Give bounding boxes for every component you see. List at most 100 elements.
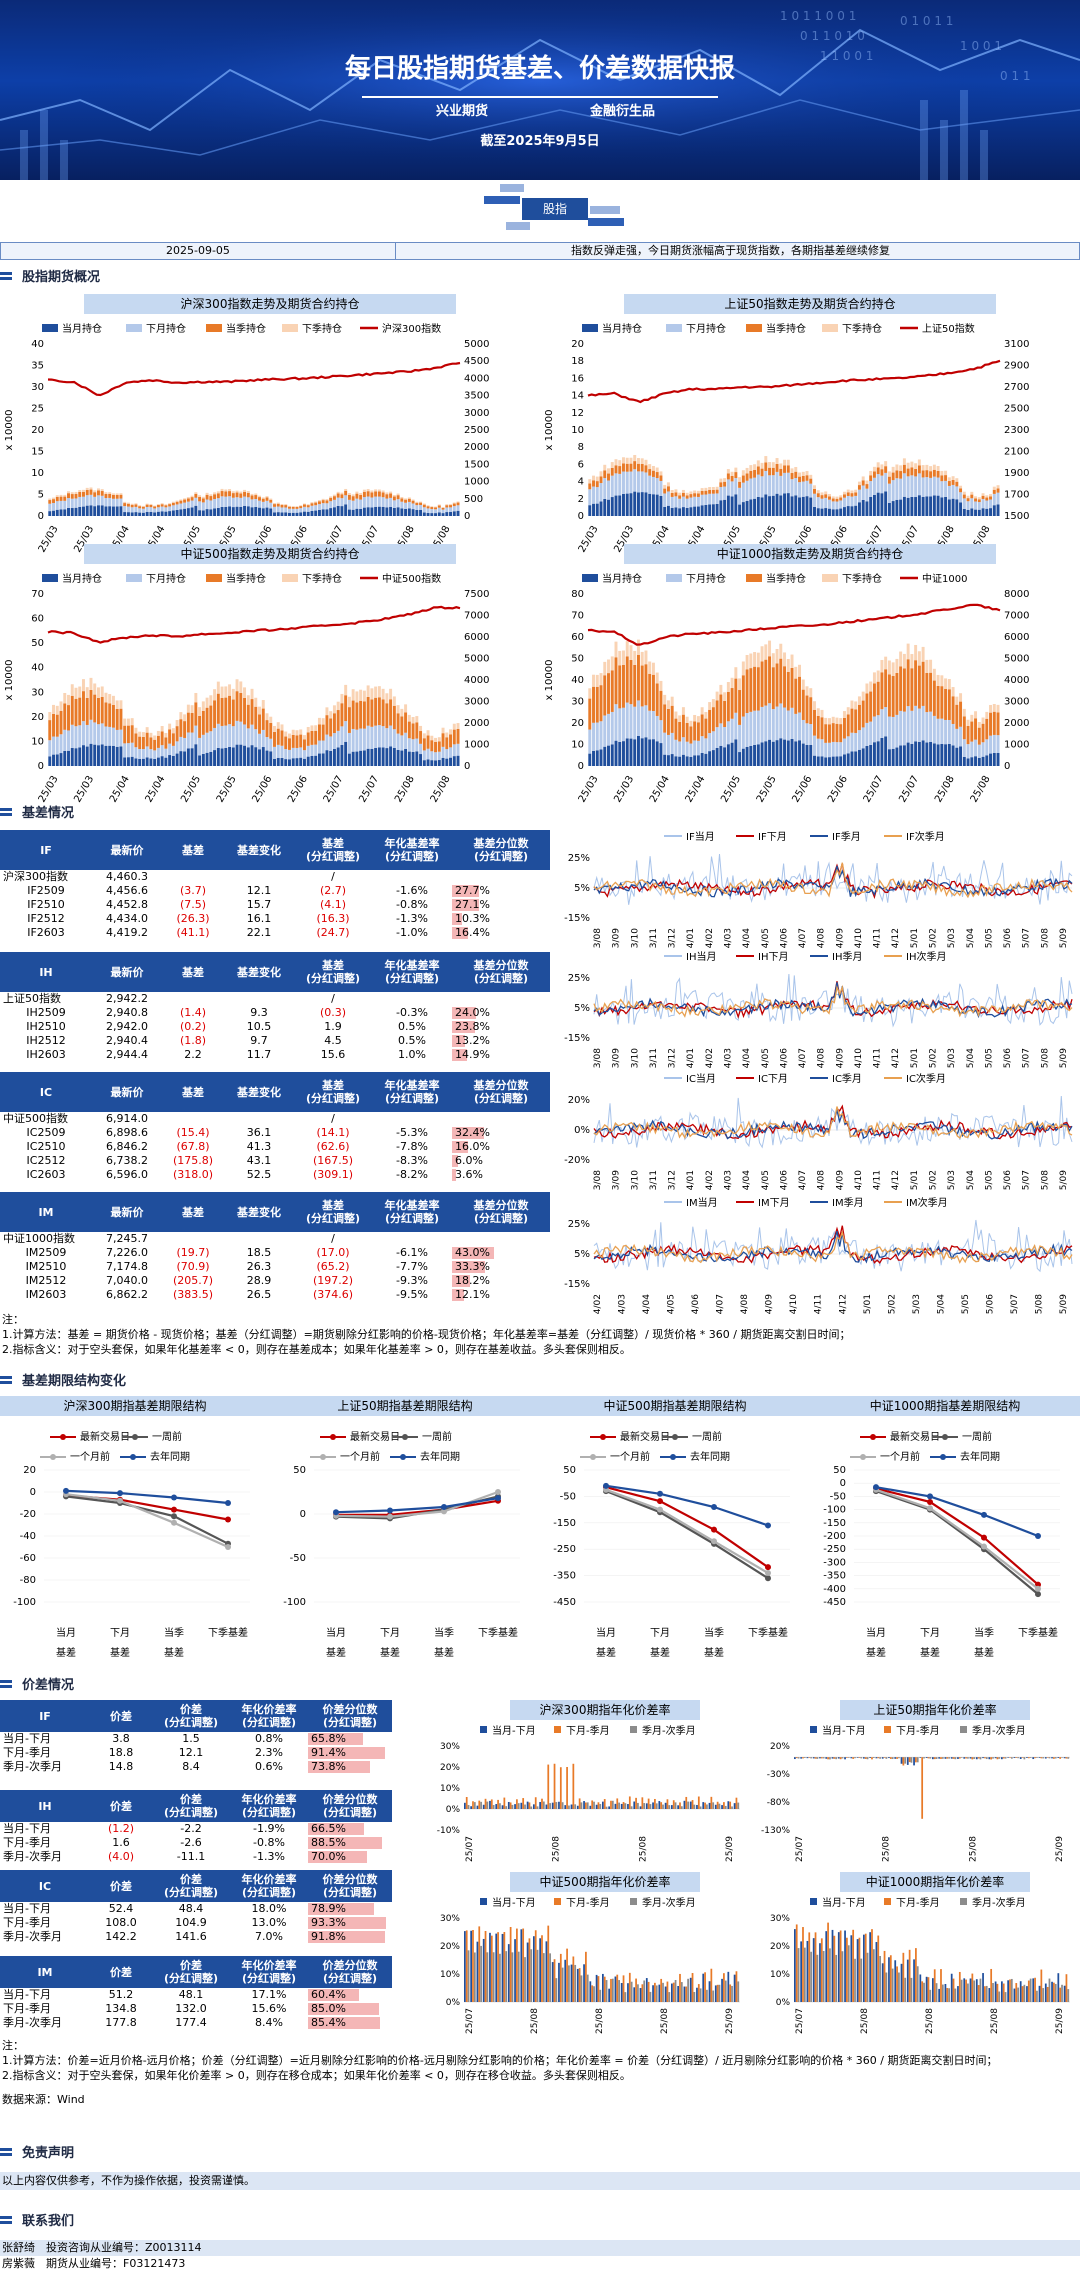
oi-bar-segment [880,659,884,673]
oi-bar-segment [104,726,108,746]
oi-bar-segment [951,687,955,697]
legend-label: IC次季月 [906,1072,946,1085]
spread-bar [1053,1982,1055,2002]
oi-bar-segment [756,652,760,668]
x-tick-label: 25/02 [929,928,939,948]
oi-bar-segment [670,732,674,755]
table-cell: (318.0) [172,1168,214,1181]
spread-bar [599,1804,602,1809]
oi-bar-segment [985,500,989,509]
oi-bar-segment [955,704,959,729]
x-tick-label: 23/09 [612,1170,622,1190]
oi-bar-segment [370,507,374,516]
oi-bar-segment [126,718,130,726]
oi-bar-segment [265,500,269,508]
oi-bar-segment [426,508,430,513]
table-cell: (175.8) [172,1154,214,1167]
oi-bar-segment [977,509,981,516]
oi-bar-segment [284,759,288,766]
y2-tick-label: 5000 [1004,654,1029,665]
oi-bar-segment [850,493,854,497]
oi-bar-segment [610,462,614,468]
legend-label: 当月持仓 [602,572,642,585]
table-cell: 52.5 [246,1168,272,1181]
oi-bar-segment [925,659,929,673]
spread-chart-title: 中证1000期指年化价差率 [840,1872,1030,1892]
oi-bar-segment [261,508,265,516]
spread-bar [916,1757,919,1763]
table-cell: 36.1 [246,1126,272,1139]
oi-bar-segment [295,735,299,748]
oi-bar-segment [389,688,393,700]
summary-date: 2025-09-05 [166,244,230,257]
oi-bar-segment [588,753,592,766]
section-icon [0,272,12,284]
oi-bar-segment [366,496,370,508]
oi-bar-segment [321,724,325,741]
oi-bar-segment [749,668,753,712]
spread-bar [597,1802,600,1809]
oi-bar-segment [441,513,445,516]
legend-item: 下季持仓 [282,572,342,585]
oi-bar-segment [970,714,974,722]
oi-bar-segment [588,489,592,506]
oi-bar-segment [599,673,603,686]
x-tick-label: 24/07 [798,928,808,948]
oi-bar-segment [974,501,978,510]
oi-bar-segment [261,501,265,509]
spread-bar [528,1938,531,2002]
oi-bar-segment [370,492,374,498]
oi-bar-segment [100,495,104,506]
spread-bar [816,1954,819,2002]
oi-bar-segment [374,506,378,516]
oi-bar-segment [70,498,74,509]
oi-bar-segment [93,744,97,766]
oi-bar-segment [78,490,82,492]
spread-bar [489,1932,491,2002]
spread-bar [539,1938,542,2002]
y-tick-label: -150 [553,1518,576,1529]
oi-bar-segment [250,745,254,766]
oi-bar-segment [250,688,254,700]
oi-bar-segment [659,743,663,766]
oi-bar-segment [381,747,385,766]
oi-bar-segment [396,705,400,714]
percentile-cell: 73.8% [308,1760,392,1774]
oi-bar-segment [696,506,700,516]
oi-bar-segment [52,713,55,737]
y-tick-label: 25 [31,404,44,415]
oi-bar-segment [269,502,273,509]
oi-bar-segment [299,734,303,748]
oi-bar-segment [902,711,906,746]
spread-bar [595,1804,598,1809]
x-tick-label: 25/08 [933,774,957,804]
oi-bar-segment [921,661,925,706]
oi-bar-segment [291,506,295,507]
spread-bar [611,1800,614,1809]
oi-bar-segment [899,499,903,516]
oi-bar-segment [768,462,772,468]
spread-bar [724,1805,727,1809]
legend-item: IH当月 [664,950,716,963]
oi-bar-segment [966,501,970,510]
oi-bar-segment [872,471,876,478]
oi-bar-segment [317,724,321,741]
oi-bar-segment [636,458,640,464]
spread-bar [486,1801,489,1809]
oi-bar-segment [633,739,637,766]
spread-bar [819,1943,821,2002]
spread-bar [967,1983,969,2002]
spread-bar [509,1926,512,2002]
spread-bar [505,1951,508,2002]
spread-bar [526,1801,529,1809]
spread-bar [643,1980,646,2002]
tag-decor [484,196,520,204]
oi-bar-segment [820,498,824,509]
percentile-cell: 16.4% [452,926,550,940]
oi-bar-segment [445,505,449,508]
oi-bar-segment [902,745,906,766]
oi-bar-segment [633,461,637,470]
oi-bar-segment [670,754,674,766]
oi-bar-segment [284,507,288,513]
table-cell: 7,226.0 [106,1246,148,1259]
